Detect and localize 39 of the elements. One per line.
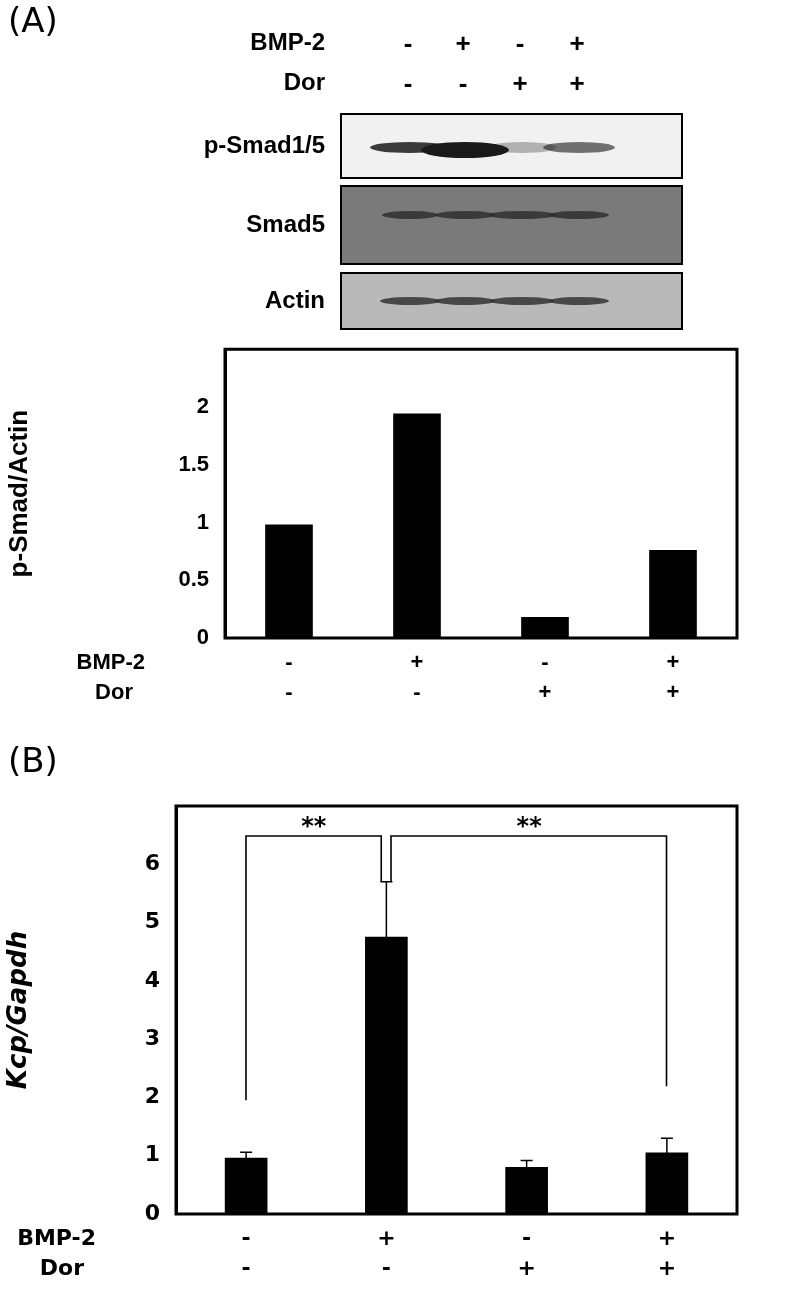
y-axis-title: Kcp/Gapdh [2,930,33,1090]
y-tick-label: 4 [144,966,160,992]
x-tick-label: - + [517,1224,536,1280]
chart-title: (A) [8,0,58,40]
y-tick-label: 0 [144,1199,160,1225]
y-tick-label: 3 [144,1024,160,1050]
x-tick-label: - + [538,649,552,705]
x-tick-label: + + [657,1224,677,1280]
x-tick-label: - - [285,649,293,705]
category-label: + + [569,28,585,98]
category-label: + - [455,28,471,98]
y-tick-label: 5 [144,908,160,934]
y-tick-label: 6 [144,850,160,875]
text: BMP-2 [17,1224,96,1250]
text: p-Smad1/5 [203,131,325,159]
text: Dor [283,68,325,96]
text: BMP-2 [250,28,325,56]
annotation: ** [301,812,327,841]
x-tick-label: + - [410,649,424,705]
x-tick-label: + + [666,649,680,705]
chart-title: (B) [8,740,58,780]
y-tick-label: 0 [196,624,209,650]
text: Dor [39,1254,85,1280]
y-tick-label: 0.5 [178,566,209,592]
annotation: ** [516,812,543,841]
y-tick-label: 1.5 [178,450,209,476]
category-label: - - [403,28,413,98]
text: Dor [95,679,134,705]
text: BMP-2 [76,649,145,675]
text: Actin [265,286,325,314]
y-axis-title: p-Smad/Actin [2,409,33,578]
x-tick-label: - - [241,1224,251,1280]
category-label: - + [512,28,528,98]
text: Smad5 [246,210,325,238]
y-tick-label: 2 [144,1083,160,1109]
y-tick-label: 1 [196,508,209,534]
x-tick-label: + - [377,1224,396,1280]
y-tick-label: 1 [144,1141,160,1167]
y-tick-label: 2 [196,393,209,419]
